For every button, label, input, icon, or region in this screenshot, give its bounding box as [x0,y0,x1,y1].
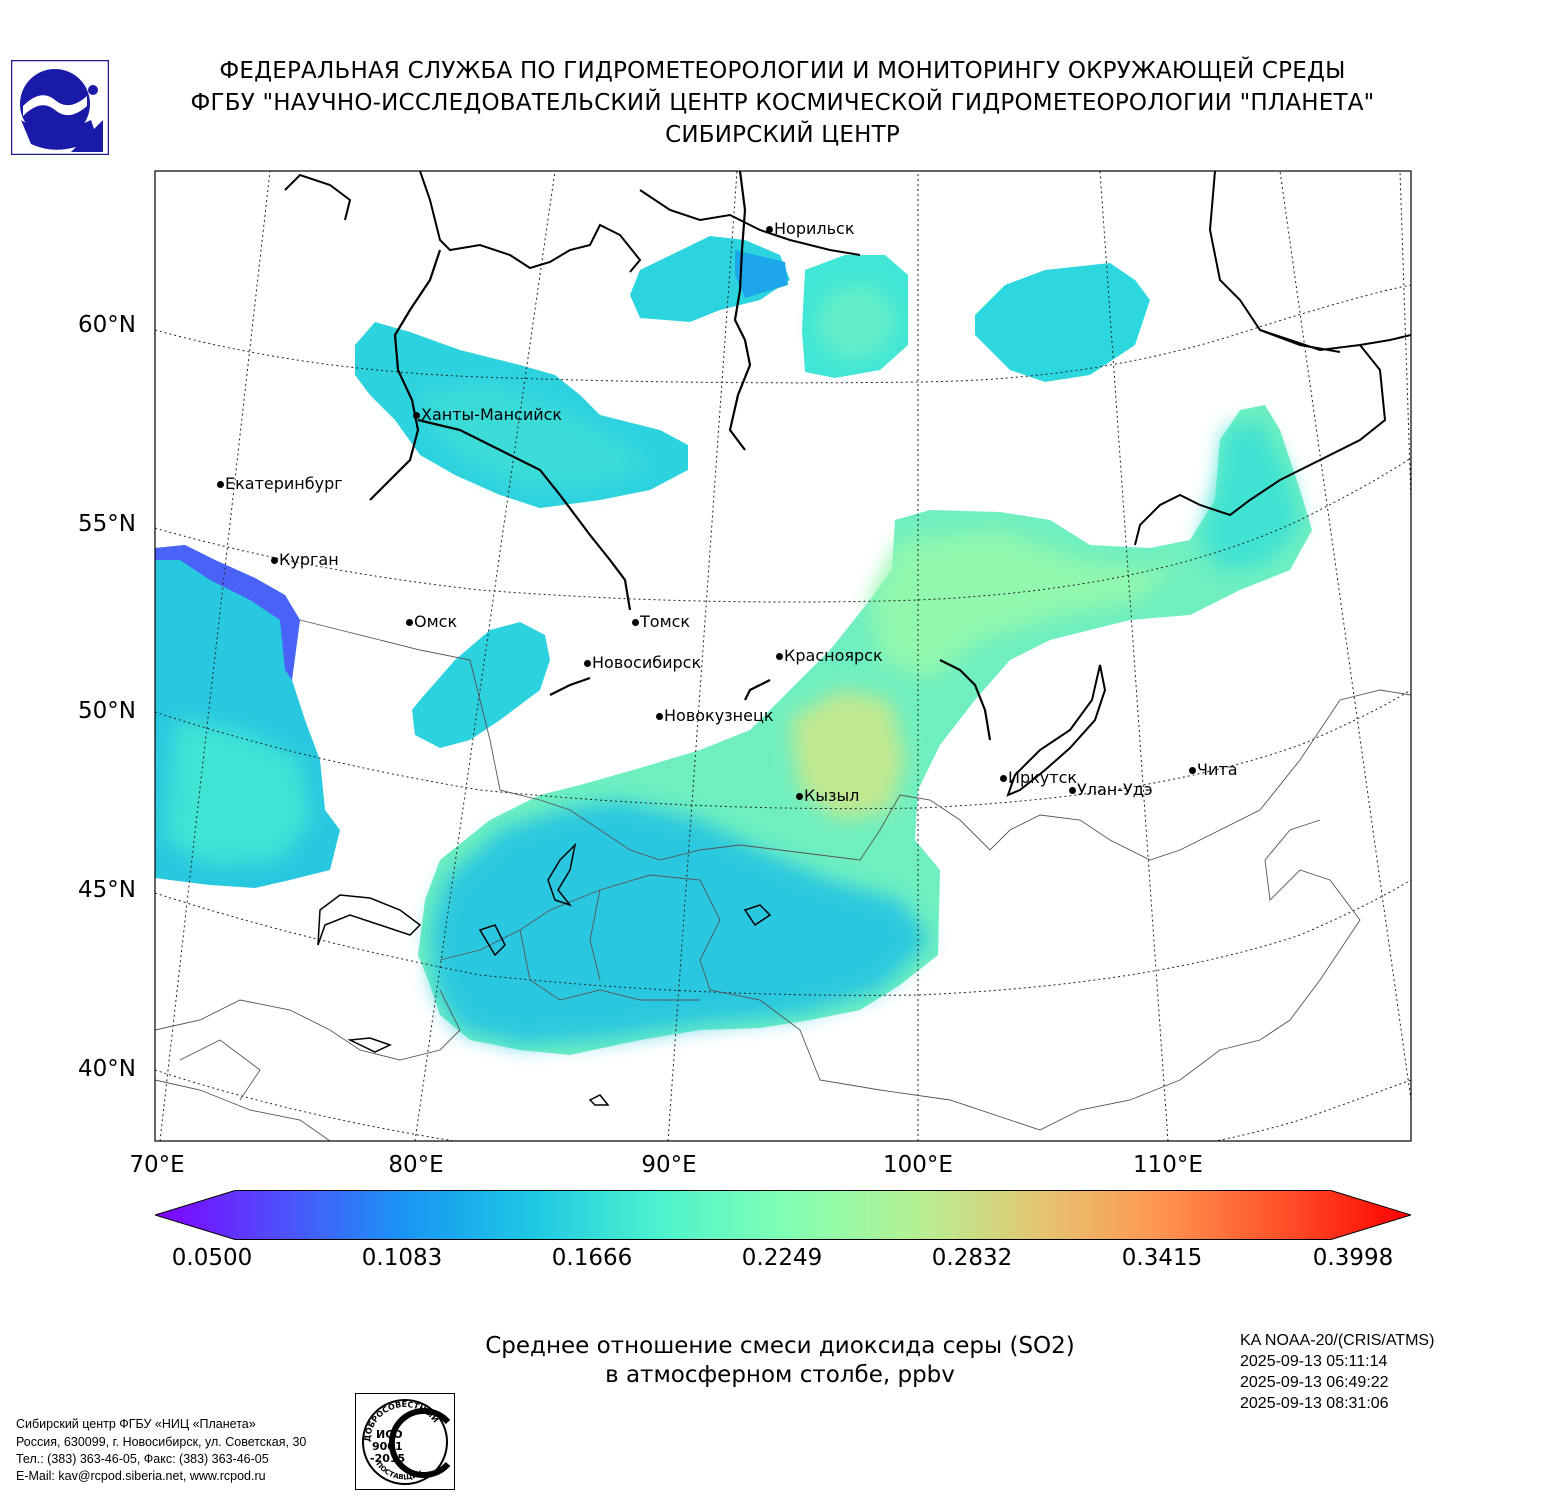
map-frame [154,170,1412,1142]
borders [155,619,1411,1141]
lakes [317,842,772,1106]
city-label: Курган [279,550,339,569]
city-kurgan: Курган [271,550,339,569]
colorbar-tick-5: 0.3415 [1121,1245,1203,1271]
lat-label-45: 45°N [78,877,136,903]
iso-badge-line-3: -2015 [370,1452,405,1465]
header-line-1: ФЕДЕРАЛЬНАЯ СЛУЖБА ПО ГИДРОМЕТЕОРОЛОГИИ … [219,58,1346,84]
city-label: Улан-Удэ [1077,780,1153,799]
lon-label-80: 80°E [388,1152,444,1178]
city-label: Красноярск [784,646,883,665]
so2-field [155,236,1312,1055]
colorbar-gradient [155,1190,1411,1240]
city-norilsk: Норильск [766,219,855,238]
city-label: Ханты-Мансийск [421,405,563,424]
city-label: Екатеринбург [225,474,343,493]
city-label: Новокузнецк [664,706,774,725]
so2-khanty-core [420,385,650,490]
colorbar-tick-4: 0.2832 [931,1245,1013,1271]
colorbar-bar [155,1190,1411,1240]
city-label: Кызыл [804,786,860,805]
planeta-logo-icon [11,60,109,155]
city-dot [1189,767,1196,774]
city-dot [1000,775,1007,782]
lat-label-50: 50°N [78,698,136,724]
colorbar-tick-2: 0.1666 [551,1245,633,1271]
satellite-time-3: 2025-09-13 08:31:06 [1240,1395,1389,1412]
city-dot [406,619,413,626]
city-khanty-mansiysk: Ханты-Мансийск [413,405,563,424]
planeta-logo [11,60,109,155]
city-label: Иркутск [1008,768,1078,787]
iso-badge-line-2: 9001 [372,1440,403,1453]
so2-belt-east-arm [1200,420,1300,570]
caption-line-2: в атмосферном столбе, ppbv [605,1362,955,1388]
colorbar-tick-1: 0.1083 [361,1245,443,1271]
lat-label-55: 55°N [78,511,136,537]
footer-line-4: E-Mail: kav@rcpod.siberia.net, www.rcpod… [16,1469,266,1483]
caption-line-1: Среднее отношение смеси диоксида серы (S… [485,1333,1075,1359]
so2-region-northeast [975,263,1150,382]
city-dot [271,557,278,564]
city-novokuznetsk: Новокузнецк [656,706,774,725]
city-dot [584,660,591,667]
city-dot [656,713,663,720]
lon-label-100: 100°E [883,1152,953,1178]
colorbar [155,1190,1411,1240]
city-label: Чита [1197,760,1238,779]
city-yekaterinburg: Екатеринбург [217,474,343,493]
city-irkutsk: Иркутск [1000,768,1078,787]
city-dot [1069,787,1076,794]
city-dot [413,412,420,419]
colorbar-tick-6: 0.3998 [1312,1245,1394,1271]
lon-label-70: 70°E [129,1152,185,1178]
header-line-2: ФГБУ "НАУЧНО-ИССЛЕДОВАТЕЛЬСКИЙ ЦЕНТР КОС… [190,90,1375,116]
city-dot [796,793,803,800]
city-label: Омск [414,612,458,631]
city-label: Томск [640,612,691,631]
satellite-name: KA NOAA-20/(CRIS/ATMS) [1240,1332,1435,1349]
city-dot [217,481,224,488]
lat-label-60: 60°N [78,312,136,338]
footer-line-1: Сибирский центр ФГБУ «НИЦ «Планета» [16,1417,256,1431]
so2-region-norilsk-west-core [735,250,788,298]
graticule [155,171,1411,1141]
city-kyzyl: Кызыл [796,786,860,805]
colorbar-tick-3: 0.2249 [741,1245,823,1271]
iso-badge-line-1: ИСО [376,1428,403,1441]
city-novosibirsk: Новосибирск [584,653,702,672]
city-omsk: Омск [406,612,458,631]
header-line-3: СИБИРСКИЙ ЦЕНТР [665,122,900,148]
footer-line-2: Россия, 630099, г. Новосибирск, ул. Сове… [16,1435,307,1449]
lat-label-40: 40°N [78,1056,136,1082]
city-dot [766,226,773,233]
city-krasnoyarsk: Красноярск [776,646,883,665]
so2-belt-hotspot [790,690,905,820]
satellite-time-2: 2025-09-13 06:49:22 [1240,1374,1389,1391]
city-chita: Чита [1189,760,1238,779]
so2-region-west-edge [155,545,300,680]
lon-label-90: 90°E [641,1152,697,1178]
city-ulan-ude: Улан-Удэ [1069,780,1153,799]
iso-badge: ДОБРОСОВЕСТНЫЙ ИСО 9001 -2015 ПОСТАВЩИК [355,1393,455,1490]
lon-label-110: 110°E [1133,1152,1203,1178]
city-label: Новосибирск [592,653,702,672]
colorbar-tick-0: 0.0500 [171,1245,253,1271]
so2-west-core [165,720,310,865]
city-dot [632,619,639,626]
city-tomsk: Томск [632,612,691,631]
footer-line-3: Тел.: (383) 363-46-05, Факс: (383) 363-4… [16,1452,269,1466]
city-dot [776,653,783,660]
iso-badge-icon: ДОБРОСОВЕСТНЫЙ ИСО 9001 -2015 ПОСТАВЩИК [362,1399,451,1485]
satellite-time-1: 2025-09-13 05:11:14 [1240,1353,1388,1370]
rivers [369,171,992,741]
so2-belt-south-blue [430,800,930,1045]
so2-norilsk-east-core [815,285,898,360]
so2-belt-north-green [870,530,1180,680]
city-label: Норильск [774,219,855,238]
